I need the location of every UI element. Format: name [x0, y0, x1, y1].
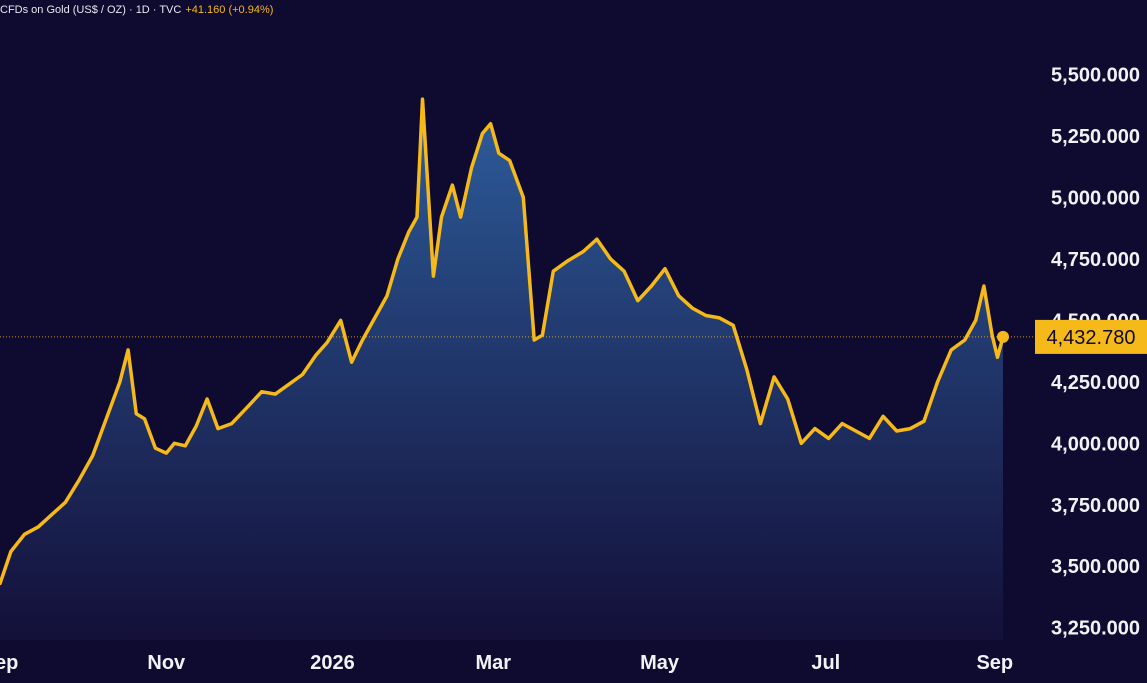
x-tick-label: Sep [976, 652, 1013, 674]
y-tick-label: 3,500.000 [1051, 556, 1140, 578]
y-tick-label: 3,750.000 [1051, 495, 1140, 517]
price-change-label: +41.160 (+0.94%) [185, 4, 274, 16]
chart-header: CFDs on Gold (US$ / OZ) · 1D · TVC +41.16… [0, 4, 273, 16]
x-tick-label: Nov [147, 652, 186, 674]
price-line [0, 97, 1005, 586]
x-tick-label: May [640, 652, 680, 674]
y-tick-label: 5,250.000 [1051, 126, 1140, 148]
symbol-label: CFDs on Gold (US$ / OZ) · 1D · TVC [0, 4, 182, 16]
y-tick-label: 4,250.000 [1051, 372, 1140, 394]
y-tick-label: 3,250.000 [1051, 618, 1140, 640]
y-tick-label: 5,500.000 [1051, 65, 1140, 87]
last-price-label: 4,432.780 [1047, 327, 1136, 349]
last-price-dot [997, 330, 1009, 343]
x-tick-label: Jul [811, 652, 840, 674]
x-tick-label: Mar [476, 652, 512, 674]
x-axis: Sep Nov 2026 Mar May Jul Sep [0, 652, 1013, 674]
y-tick-label: 5,000.000 [1051, 187, 1140, 209]
last-price-badge [1035, 319, 1147, 354]
y-tick-label: 4,000.000 [1051, 433, 1140, 455]
price-area [0, 99, 1003, 641]
x-tick-label: 2026 [310, 652, 355, 674]
x-tick-label: Sep [0, 652, 18, 674]
y-tick-label: 4,750.000 [1051, 249, 1140, 271]
